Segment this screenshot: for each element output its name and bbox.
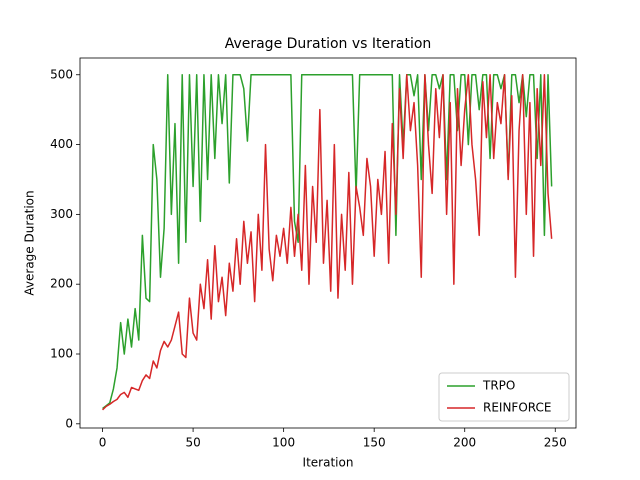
y-tick-label: 200: [50, 277, 73, 291]
y-tick-label: 100: [50, 347, 73, 361]
y-tick-label: 0: [65, 416, 73, 430]
x-tick-label: 200: [453, 436, 476, 450]
series-line: [102, 74, 553, 410]
x-tick-label: 0: [99, 436, 107, 450]
plot-frame: [79, 57, 577, 429]
y-tick-label: 400: [50, 137, 73, 151]
x-tick-label: 100: [272, 436, 295, 450]
x-tick-label: 150: [363, 436, 386, 450]
y-tick-label: 500: [50, 67, 73, 81]
x-axis-label: Iteration: [303, 456, 354, 470]
chart-title: Average Duration vs Iteration: [225, 36, 432, 52]
legend-box: [438, 372, 570, 422]
legend-label: TRPO: [482, 379, 515, 393]
x-tick-label: 250: [544, 436, 567, 450]
legend-label: REINFORCE: [483, 401, 551, 415]
x-tick-label: 50: [185, 436, 200, 450]
y-tick-label: 300: [50, 207, 73, 221]
y-axis-label: Average Duration: [23, 190, 37, 295]
series-line: [102, 74, 553, 411]
